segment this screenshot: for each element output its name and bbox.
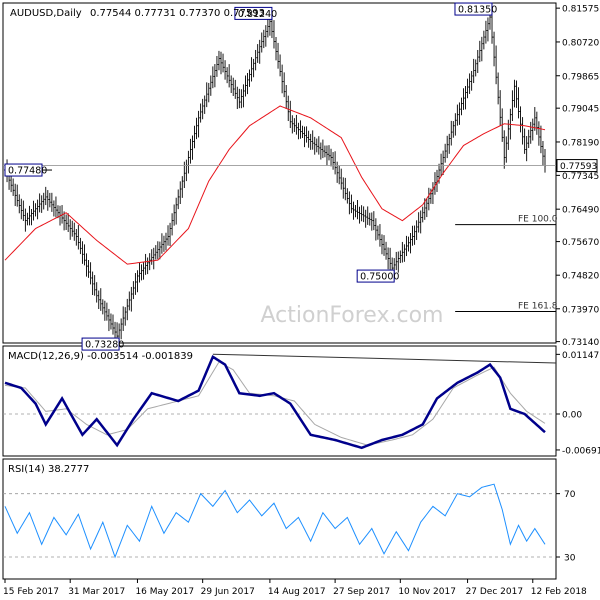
- price-annotation-label: 0.73280: [85, 340, 124, 351]
- macd-panel-frame: [2, 345, 557, 457]
- fib-level-label: FE 100.0: [518, 215, 558, 225]
- x-tick-label: 27 Dec 2017: [466, 587, 524, 597]
- moving-average-line: [4, 105, 546, 265]
- x-tick-label: 16 May 2017: [135, 587, 194, 597]
- watermark: ActionForex.com: [261, 303, 444, 328]
- price-tick-label: 0.79045: [562, 105, 599, 115]
- x-tick-label: 15 Feb 2017: [3, 587, 59, 597]
- price-tick-label: 0.73140: [562, 338, 599, 348]
- x-tick-label: 27 Sep 2017: [333, 587, 390, 597]
- price-panel-frame: [2, 2, 557, 344]
- rsi-tick-label: 70: [564, 490, 576, 500]
- price-annotation-label: 0.81350: [458, 5, 497, 16]
- price-annotation-box: [454, 2, 493, 16]
- macd-signal-line: [4, 361, 546, 446]
- current-price-label: 0.77593: [560, 162, 597, 172]
- macd-line: [4, 354, 546, 450]
- price-y-axis: 0.81575 0.80720 0.79865 0.79045 0.78190 0.773…: [556, 5, 599, 348]
- price-tick-label: 0.75670: [562, 238, 599, 248]
- x-tick-label: 12 Feb 2018: [531, 587, 587, 597]
- price-tick-label: 0.79865: [562, 72, 599, 82]
- x-tick-label: 14 Aug 2017: [268, 587, 326, 597]
- macd-tick-label: 0.011471: [562, 351, 600, 361]
- x-tick-label: 29 Jun 2017: [201, 587, 255, 597]
- price-annotation-label: 0.77480: [8, 166, 47, 177]
- price-annotation-label: 0.81240: [238, 9, 277, 20]
- price-tick-label: 0.78190: [562, 138, 599, 148]
- macd-y-axis: 0.011471 0.00 -0.006913: [556, 351, 600, 456]
- price-tick-label: 0.80720: [562, 38, 599, 48]
- rsi-panel-frame: [2, 458, 557, 580]
- symbol-label: AUDUSD,Daily: [10, 8, 82, 19]
- macd-tick-label: 0.00: [562, 411, 582, 421]
- price-tick-label: 0.74820: [562, 272, 599, 282]
- rsi-tick-label: 30: [564, 554, 576, 564]
- price-candles: [4, 7, 546, 343]
- price-annotations: 0.81240 0.81350 0.77480 0.75000 0.73280: [4, 2, 497, 351]
- price-tick-label: 0.77345: [562, 172, 599, 182]
- price-tick-label: 0.76490: [562, 206, 599, 216]
- price-annotation-box: [234, 6, 273, 20]
- fib-level-label: FE 161.8: [518, 302, 558, 312]
- rsi-label: RSI(14) 38.2777: [8, 464, 89, 475]
- price-annotation-box: [81, 337, 120, 351]
- price-tick-label: 0.81575: [562, 5, 599, 15]
- rsi-gridlines: [3, 493, 556, 558]
- current-price-box: [556, 159, 598, 173]
- price-annotation-box: [356, 269, 395, 283]
- macd-trendline: [212, 353, 557, 364]
- macd-label: MACD(12,26,9) -0.003514 -0.001839: [8, 351, 193, 362]
- fibonacci-levels: FE 100.0 FE 161.8: [455, 215, 558, 313]
- rsi-line: [4, 483, 546, 559]
- macd-tick-label: -0.006913: [562, 446, 600, 456]
- rsi-y-axis: 70 30: [556, 490, 576, 564]
- ohlc-readout: 0.77544 0.77731 0.77370 0.77593: [90, 8, 265, 19]
- x-tick-label: 10 Nov 2017: [398, 587, 456, 597]
- x-tick-label: 31 Mar 2017: [68, 587, 125, 597]
- x-axis: 15 Feb 2017 31 Mar 2017 16 May 2017 29 Jun …: [3, 579, 587, 597]
- price-tick-label: 0.73970: [562, 305, 599, 315]
- price-annotation-label: 0.75000: [360, 272, 399, 283]
